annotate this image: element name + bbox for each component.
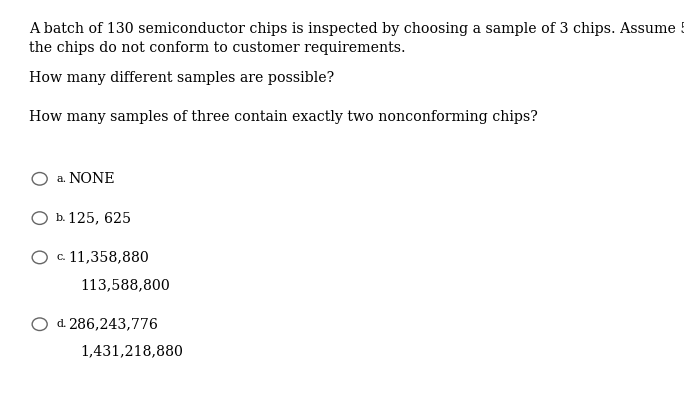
Text: d.: d. [56,319,66,329]
Text: c.: c. [56,252,66,263]
Text: b.: b. [56,213,67,223]
Text: 125, 625: 125, 625 [68,211,131,225]
Text: 113,588,800: 113,588,800 [80,278,170,292]
Text: A batch of 130 semiconductor chips is inspected by choosing a sample of 3 chips.: A batch of 130 semiconductor chips is in… [29,22,684,36]
Text: 286,243,776: 286,243,776 [68,317,158,331]
Text: How many samples of three contain exactly two nonconforming chips?: How many samples of three contain exactl… [29,110,538,124]
Text: How many different samples are possible?: How many different samples are possible? [29,71,334,85]
Text: the chips do not conform to customer requirements.: the chips do not conform to customer req… [29,41,406,55]
Text: 11,358,880: 11,358,880 [68,250,149,264]
Text: a.: a. [56,174,66,184]
Text: 1,431,218,880: 1,431,218,880 [80,345,183,359]
Text: NONE: NONE [68,172,115,186]
